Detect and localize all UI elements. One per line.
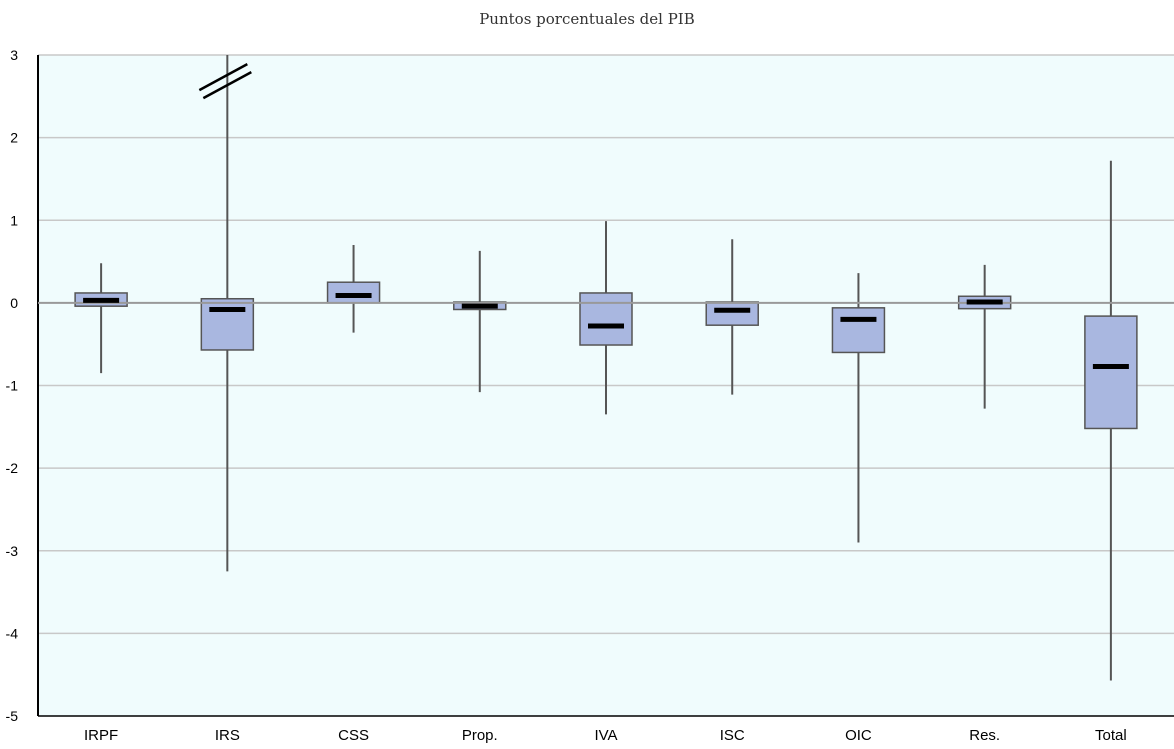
x-tick-label: Prop.	[462, 727, 498, 744]
y-tick-label: 1	[10, 212, 18, 228]
box-iqr	[326, 281, 381, 304]
y-tick-label: 2	[10, 130, 18, 146]
y-tick-label: -2	[6, 460, 19, 476]
chart-subtitle: Puntos porcentuales del PIB	[479, 10, 695, 28]
x-tick-label: CSS	[338, 727, 369, 744]
x-tick-label: OIC	[845, 727, 872, 744]
axis-break-mark	[202, 71, 252, 100]
y-tick-label: -3	[6, 543, 19, 559]
box-iqr	[579, 292, 633, 346]
box-iqr	[705, 301, 759, 326]
x-tick-label: IRPF	[84, 727, 118, 744]
y-tick-label: -5	[6, 708, 19, 724]
x-tick-label: ISC	[720, 727, 745, 744]
y-tick-label: 0	[10, 295, 18, 311]
box-iqr	[200, 297, 255, 351]
y-tick-label: -1	[6, 378, 19, 394]
x-tick-label: Total	[1095, 727, 1127, 744]
box-iqr	[831, 307, 886, 354]
y-tick-label: -4	[6, 625, 19, 641]
x-tick-label: IRS	[215, 727, 240, 744]
axis-break-mark	[198, 63, 248, 92]
box-iqr	[1084, 315, 1138, 430]
x-tick-label: Res.	[969, 727, 1000, 744]
y-tick-label: 3	[10, 47, 18, 63]
x-tick-label: IVA	[594, 727, 617, 744]
